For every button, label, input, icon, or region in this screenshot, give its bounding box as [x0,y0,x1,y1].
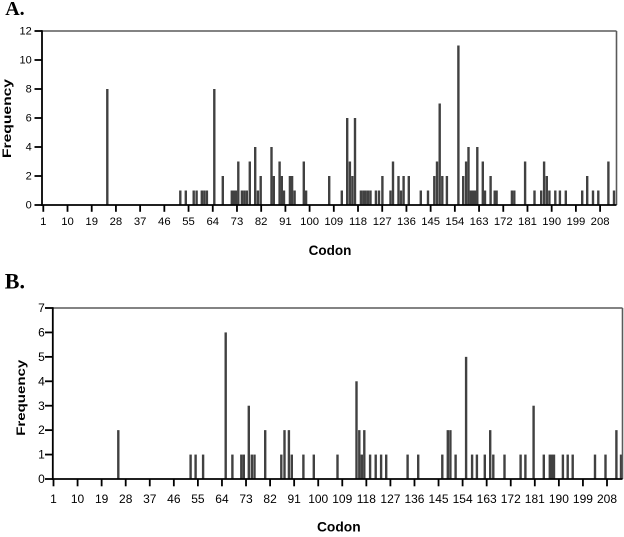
svg-text:118: 118 [357,492,376,506]
svg-text:5: 5 [38,350,45,364]
svg-text:91: 91 [279,216,292,228]
svg-text:28: 28 [119,492,133,506]
svg-text:3: 3 [38,399,45,413]
svg-text:100: 100 [300,216,319,228]
svg-text:1: 1 [40,216,46,228]
svg-text:154: 154 [445,216,464,228]
svg-text:55: 55 [191,492,205,506]
svg-text:64: 64 [206,216,219,228]
svg-text:0: 0 [26,199,32,211]
svg-text:1: 1 [50,492,57,506]
svg-text:100: 100 [308,492,328,506]
svg-text:Frequency: Frequency [14,359,28,435]
svg-text:37: 37 [143,492,157,506]
svg-text:19: 19 [95,492,109,506]
svg-text:2: 2 [26,170,32,182]
svg-text:136: 136 [404,492,424,506]
svg-text:A.: A. [5,0,24,20]
svg-text:163: 163 [470,216,489,228]
svg-text:7: 7 [38,301,45,315]
svg-text:19: 19 [85,216,98,228]
svg-text:91: 91 [287,492,301,506]
svg-text:181: 181 [518,216,537,228]
svg-text:4: 4 [38,374,45,388]
svg-text:8: 8 [26,83,32,95]
svg-text:37: 37 [134,216,147,228]
svg-text:208: 208 [591,216,610,228]
svg-text:181: 181 [525,492,545,506]
svg-text:208: 208 [597,492,617,506]
svg-text:145: 145 [421,216,440,228]
svg-text:46: 46 [167,492,181,506]
svg-text:Codon: Codon [309,243,352,258]
svg-text:190: 190 [549,492,569,506]
svg-text:6: 6 [38,326,45,340]
svg-text:82: 82 [255,216,268,228]
svg-text:10: 10 [61,216,74,228]
svg-text:109: 109 [332,492,352,506]
svg-text:55: 55 [182,216,195,228]
svg-text:199: 199 [566,216,585,228]
svg-text:12: 12 [20,25,32,37]
svg-text:10: 10 [71,492,85,506]
svg-text:6: 6 [26,112,32,124]
svg-text:28: 28 [110,216,123,228]
svg-text:46: 46 [158,216,171,228]
svg-text:154: 154 [453,492,473,506]
svg-text:B.: B. [5,269,25,294]
svg-text:1: 1 [38,448,45,462]
svg-text:0: 0 [38,472,45,486]
svg-text:2: 2 [38,423,45,437]
svg-text:118: 118 [349,216,367,228]
svg-text:64: 64 [215,492,229,506]
svg-text:172: 172 [501,492,521,506]
svg-text:73: 73 [239,492,253,506]
svg-text:73: 73 [231,216,244,228]
svg-text:163: 163 [477,492,497,506]
svg-text:127: 127 [373,216,392,228]
svg-text:199: 199 [573,492,593,506]
svg-text:145: 145 [429,492,449,506]
svg-text:10: 10 [20,54,32,66]
svg-text:Frequency: Frequency [2,78,14,158]
svg-text:Codon: Codon [317,520,361,532]
svg-text:109: 109 [324,216,343,228]
svg-text:136: 136 [397,216,416,228]
svg-text:172: 172 [494,216,513,228]
svg-text:4: 4 [26,141,32,153]
svg-text:82: 82 [263,492,277,506]
svg-text:127: 127 [380,492,400,506]
svg-text:190: 190 [542,216,561,228]
